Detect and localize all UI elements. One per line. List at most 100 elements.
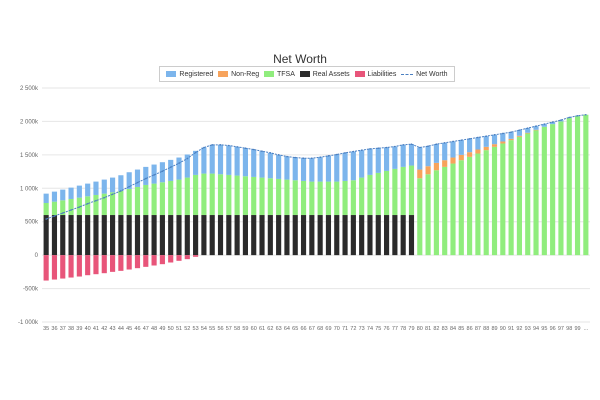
bar-non-reg (425, 166, 431, 175)
bar-liabilities (101, 255, 107, 274)
bar-tfsa (300, 180, 307, 216)
bar-real-assets (209, 215, 215, 256)
bar-real-assets (334, 215, 340, 256)
net-worth-point (443, 142, 446, 144)
bar-non-reg (442, 160, 448, 167)
bar-registered (76, 185, 82, 198)
bar-tfsa (442, 166, 448, 256)
net-worth-point (261, 150, 263, 152)
bar-non-reg (491, 144, 498, 147)
bar-registered (400, 144, 406, 167)
legend-item-net-worth[interactable]: Net Worth (401, 71, 448, 78)
x-tick-label: 64 (284, 326, 290, 332)
x-tick-label: 57 (226, 326, 232, 332)
bar-tfsa (558, 121, 564, 256)
bar-real-assets (201, 215, 207, 256)
bar-real-assets (68, 215, 74, 256)
net-worth-point (402, 144, 404, 146)
bar-registered (101, 179, 107, 194)
net-worth-point (410, 143, 413, 145)
net-worth-point (360, 149, 363, 151)
x-tick-label: 89 (491, 326, 497, 332)
bar-non-reg (533, 129, 539, 131)
x-tick-label: 45 (126, 326, 132, 332)
chart-title: Net Worth (273, 52, 327, 66)
bar-registered (143, 166, 149, 185)
x-tick-label: 42 (101, 326, 107, 332)
bar-tfsa (458, 160, 464, 256)
bar-registered (541, 124, 547, 127)
x-tick-label: 70 (334, 326, 340, 332)
y-tick-label: 1 500k (20, 153, 39, 159)
bar-real-assets (267, 215, 273, 256)
x-tick-label: 95 (541, 326, 547, 332)
net-worth-point (120, 190, 122, 192)
bar-tfsa (60, 200, 66, 216)
x-tick-label: 74 (367, 326, 373, 332)
bar-tfsa (350, 180, 356, 216)
bar-non-reg (516, 135, 522, 137)
net-worth-point (535, 125, 537, 127)
net-worth-point (244, 147, 247, 149)
legend-item-non-reg[interactable]: Non-Reg (218, 71, 259, 78)
bar-registered (110, 177, 116, 193)
bar-liabilities (126, 255, 132, 270)
bar-registered (193, 150, 199, 175)
net-worth-point (186, 157, 189, 160)
bar-registered (151, 164, 157, 184)
bar-registered (176, 157, 182, 180)
bar-registered (126, 172, 132, 189)
legend-item-liabilities[interactable]: Liabilities (354, 71, 396, 78)
net-worth-point (369, 148, 371, 150)
x-tick-label: 51 (176, 326, 182, 332)
bar-tfsa (334, 181, 340, 216)
bar-tfsa (292, 180, 298, 216)
bar-liabilities (68, 255, 74, 278)
bar-liabilities (43, 255, 49, 281)
bar-non-reg (458, 154, 464, 161)
chart-legend[interactable]: Registered Non-Reg TFSA Real Assets Liabilit… (159, 66, 455, 82)
legend-swatch (401, 73, 414, 75)
bar-tfsa (68, 198, 74, 216)
bar-tfsa (367, 174, 373, 216)
x-tick-label: 38 (68, 326, 74, 332)
bar-tfsa (234, 175, 240, 216)
net-worth-point (319, 156, 321, 158)
x-tick-label: 91 (508, 326, 514, 332)
y-tick-label: 2 500k (20, 86, 39, 92)
x-tick-label: 99 (574, 326, 580, 332)
legend-item-registered[interactable]: Registered (166, 71, 213, 78)
bar-real-assets (408, 215, 415, 256)
bar-real-assets (43, 215, 49, 256)
bar-real-assets (350, 215, 356, 256)
bar-tfsa (251, 176, 257, 216)
bar-tfsa (85, 196, 91, 216)
legend-swatch (299, 71, 310, 77)
bar-tfsa (309, 181, 315, 216)
net-worth-point (460, 139, 463, 141)
bar-registered (375, 148, 381, 173)
y-tick-label: 500k (25, 220, 39, 226)
legend-item-tfsa[interactable]: TFSA (263, 71, 295, 78)
x-tick-label: 85 (458, 326, 464, 332)
bar-registered (317, 157, 323, 182)
x-tick-label: 50 (168, 326, 174, 332)
net-worth-point (502, 132, 504, 135)
bar-tfsa (151, 183, 157, 216)
legend-item-real-assets[interactable]: Real Assets (299, 71, 350, 78)
net-worth-point (344, 152, 346, 154)
bar-registered (508, 132, 514, 139)
y-tick-label: -1 000k (18, 320, 39, 326)
x-tick-label: 47 (143, 326, 149, 332)
x-tick-label: 73 (359, 326, 365, 332)
x-tick-label: 84 (450, 326, 456, 332)
bar-real-assets (143, 215, 149, 256)
x-tick-label: 90 (500, 326, 506, 332)
bar-real-assets (359, 215, 365, 256)
x-tick-label: 49 (159, 326, 165, 332)
bar-liabilities (176, 255, 182, 261)
bar-tfsa (384, 170, 390, 216)
bar-liabilities (85, 255, 91, 276)
bar-registered (168, 159, 174, 181)
bar-real-assets (367, 215, 373, 256)
